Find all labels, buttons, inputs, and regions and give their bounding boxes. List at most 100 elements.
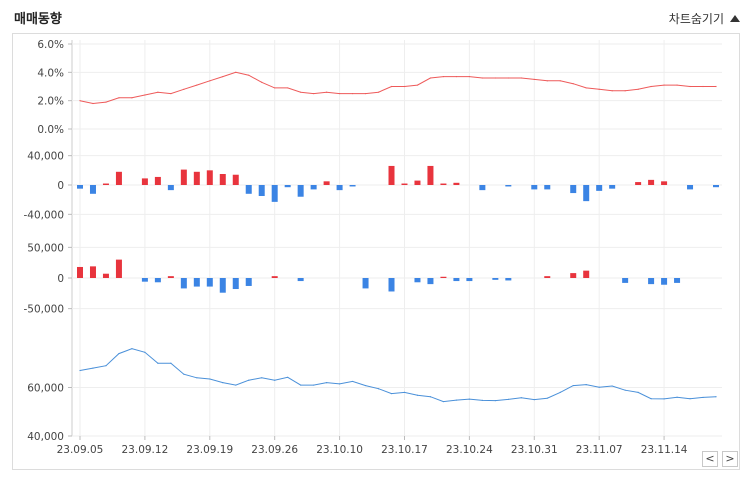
y-tick-label: 2.0% [37,96,64,108]
buy-bar [102,183,109,185]
buy-bar [102,273,109,278]
rate-point [598,88,600,90]
x-tick-label: 23.11.14 [641,444,688,456]
rate-point [494,77,496,79]
price-point [261,377,263,379]
rate-point [546,80,548,82]
hide-chart-toggle[interactable]: 차트숨기기 [669,10,740,27]
buy-bar [648,179,655,185]
price-point [663,398,665,400]
rate-point [261,81,263,83]
rate-point [442,75,445,78]
rate-point [520,77,522,79]
sell-bar [284,185,291,188]
chevron-right-icon[interactable]: > [722,451,738,467]
x-tick-label: 23.09.05 [57,444,104,456]
price-point [507,398,509,400]
price-point [364,384,367,387]
rate-point [715,85,717,88]
rate-point [377,91,380,93]
sell-bar [180,278,187,289]
price-point [585,383,587,386]
sell-bar [154,278,161,283]
y-tick-label: 0 [57,180,64,192]
rate-point [611,90,613,92]
buy-bar [232,174,239,185]
buy-bar [570,273,577,278]
price-point [157,362,159,364]
rate-point [559,80,561,82]
y-tick-label: 0.0% [37,124,64,136]
sell-bar [245,185,252,194]
buy-bar [401,183,408,185]
price-point [274,379,276,381]
price-point [715,396,717,398]
x-tick-label: 23.10.31 [511,444,558,456]
chevron-left-icon[interactable]: < [702,451,718,467]
rate-point [533,78,535,81]
price-point [144,351,146,353]
sell-bar [492,278,499,280]
chart-panel [12,33,740,470]
rate-point [196,84,198,86]
buy-bar [635,182,642,185]
rate-point [274,87,276,89]
price-point [377,388,380,390]
rate-point [468,75,470,78]
buy-bar [219,174,226,185]
y-tick-label: 6.0% [37,39,64,51]
sell-bar [583,185,590,202]
price-point [702,396,704,399]
price-point [326,382,328,384]
x-tick-label: 23.09.26 [251,444,298,456]
sell-bar [232,278,239,290]
price-point [559,391,561,393]
price-point [689,398,691,400]
buy-bar [180,169,187,185]
x-tick-label: 23.10.10 [316,444,363,456]
price-point [351,380,354,383]
price-point [235,384,237,386]
rate-point [287,87,289,89]
sell-bar [388,278,395,292]
buy-bar [414,180,421,185]
sell-bar [661,278,668,285]
sell-bar [687,185,694,190]
sell-bar [219,278,226,293]
buy-bar [141,178,148,185]
y-tick-label: 4.0% [37,67,64,79]
sell-bar [271,185,278,202]
buy-bar [271,276,278,278]
sell-bar [362,278,369,289]
sell-bar [596,185,603,191]
sell-bar [206,278,213,287]
sell-bar [141,278,148,282]
sell-bar [622,278,629,283]
rate-point [338,92,341,95]
hide-chart-label: 차트숨기기 [668,12,724,26]
sell-bar [349,185,356,187]
buy-bar [323,181,330,185]
sell-bar [531,185,538,190]
price-point [92,367,94,369]
rate-point [300,91,302,93]
price-point [196,377,198,379]
price-point [416,394,419,396]
price-point [624,389,626,391]
sell-bar [336,185,343,191]
price-point [248,379,250,381]
y-tick-label: 50,000 [27,242,64,254]
price-point [170,362,172,364]
rate-point [390,85,393,88]
price-point [313,384,315,386]
price-point [494,399,496,402]
rate-point [105,101,107,103]
buy-bar [193,171,200,185]
buy-bar [427,165,434,185]
buy-bar [167,276,174,278]
rate-point [572,83,574,85]
rate-point [429,77,432,79]
price-point [209,378,211,380]
rate-point [416,84,419,86]
